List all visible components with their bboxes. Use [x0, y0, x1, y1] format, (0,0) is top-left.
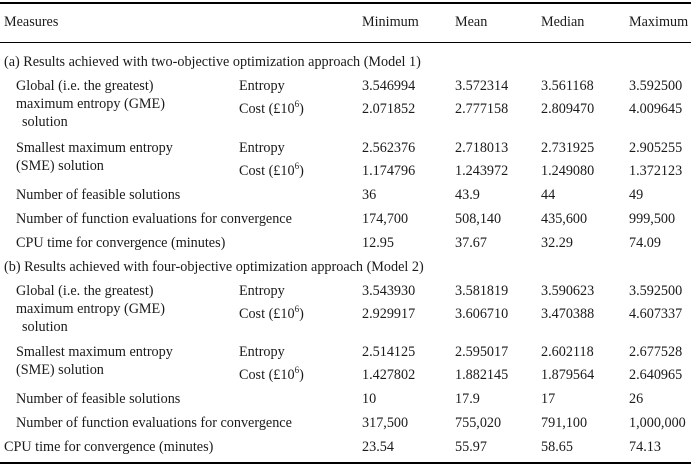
cell-max: 1,000,000: [629, 415, 686, 431]
gme-label-line1: Global (i.e. the greatest): [16, 283, 154, 299]
cell-min: 2.071852: [362, 101, 416, 117]
cell-max: 2.640965: [629, 367, 683, 383]
sme-label-line1: Smallest maximum entropy: [16, 140, 173, 156]
evaluations-label: Number of function evaluations for conve…: [16, 211, 292, 227]
header-minimum: Minimum: [362, 14, 419, 30]
cell-max: 3.592500: [629, 283, 683, 299]
evaluations-label: Number of function evaluations for conve…: [16, 415, 292, 431]
cost-label: Cost (£106): [239, 304, 304, 323]
cell-max: 26: [629, 391, 644, 407]
cell-mean: 3.572314: [455, 78, 509, 94]
gme-label-line1: Global (i.e. the greatest): [16, 78, 154, 94]
cell-max: 74.13: [629, 439, 661, 455]
cell-min: 3.543930: [362, 283, 416, 299]
cell-min: 10: [362, 391, 377, 407]
entropy-label: Entropy: [239, 344, 285, 360]
section-b-title: (b) Results achieved with four-objective…: [4, 259, 424, 275]
cell-median: 3.470388: [541, 306, 595, 322]
cell-min: 23.54: [362, 439, 394, 455]
cell-max: 4.009645: [629, 101, 683, 117]
sme-label-line1: Smallest maximum entropy: [16, 344, 173, 360]
cell-max: 999,500: [629, 211, 676, 227]
sme-label-line2: (SME) solution: [16, 362, 104, 378]
cell-median: 435,600: [541, 211, 588, 227]
header-maximum: Maximum: [629, 14, 689, 30]
cell-min: 2.562376: [362, 140, 416, 156]
top-rule: [0, 2, 691, 4]
cell-min: 317,500: [362, 415, 409, 431]
cell-mean: 755,020: [455, 415, 502, 431]
cell-min: 1.174796: [362, 163, 416, 179]
cell-max: 74.09: [629, 235, 661, 251]
cell-mean: 508,140: [455, 211, 502, 227]
sme-label-line2: (SME) solution: [16, 158, 104, 174]
cell-median: 32.29: [541, 235, 573, 251]
cell-median: 44: [541, 187, 556, 203]
feasible-label: Number of feasible solutions: [16, 391, 181, 407]
gme-label-line3: solution: [22, 319, 68, 335]
gme-label-line3: solution: [22, 114, 68, 130]
header-median: Median: [541, 14, 585, 30]
cell-median: 3.590623: [541, 283, 595, 299]
entropy-label: Entropy: [239, 140, 285, 156]
section-a-title: (a) Results achieved with two-objective …: [4, 54, 421, 70]
header-measures: Measures: [4, 14, 59, 30]
gme-label-line2: maximum entropy (GME): [16, 301, 165, 317]
cell-median: 2.731925: [541, 140, 595, 156]
cell-median: 2.602118: [541, 344, 594, 360]
cell-mean: 2.595017: [455, 344, 509, 360]
cell-mean: 2.777158: [455, 101, 509, 117]
cell-mean: 2.718013: [455, 140, 509, 156]
cell-min: 174,700: [362, 211, 409, 227]
cell-median: 58.65: [541, 439, 573, 455]
cell-median: 1.249080: [541, 163, 595, 179]
cell-mean: 43.9: [455, 187, 480, 203]
cell-mean: 1.882145: [455, 367, 509, 383]
cell-mean: 17.9: [455, 391, 480, 407]
cpu-label: CPU time for convergence (minutes): [4, 439, 214, 455]
cost-label: Cost (£106): [239, 99, 304, 118]
cell-mean: 55.97: [455, 439, 487, 455]
cell-median: 3.561168: [541, 78, 594, 94]
cell-min: 12.95: [362, 235, 394, 251]
feasible-label: Number of feasible solutions: [16, 187, 181, 203]
cell-mean: 37.67: [455, 235, 487, 251]
bottom-rule: [0, 462, 691, 464]
cell-max: 49: [629, 187, 644, 203]
cell-min: 2.929917: [362, 306, 416, 322]
cell-min: 36: [362, 187, 377, 203]
header-mean: Mean: [455, 14, 488, 30]
cost-label: Cost (£106): [239, 365, 304, 384]
cell-max: 1.372123: [629, 163, 683, 179]
cell-median: 791,100: [541, 415, 588, 431]
header-rule: [0, 42, 691, 43]
cell-mean: 3.606710: [455, 306, 509, 322]
cell-median: 17: [541, 391, 556, 407]
entropy-label: Entropy: [239, 283, 285, 299]
cell-mean: 1.243972: [455, 163, 509, 179]
cell-mean: 3.581819: [455, 283, 509, 299]
cell-max: 2.677528: [629, 344, 683, 360]
cell-median: 1.879564: [541, 367, 595, 383]
entropy-label: Entropy: [239, 78, 285, 94]
gme-label-line2: maximum entropy (GME): [16, 96, 165, 112]
cpu-label: CPU time for convergence (minutes): [16, 235, 226, 251]
cell-max: 4.607337: [629, 306, 683, 322]
cell-max: 3.592500: [629, 78, 683, 94]
cost-label: Cost (£106): [239, 161, 304, 180]
cell-median: 2.809470: [541, 101, 595, 117]
cell-min: 1.427802: [362, 367, 416, 383]
cell-min: 3.546994: [362, 78, 416, 94]
cell-min: 2.514125: [362, 344, 416, 360]
cell-max: 2.905255: [629, 140, 683, 156]
